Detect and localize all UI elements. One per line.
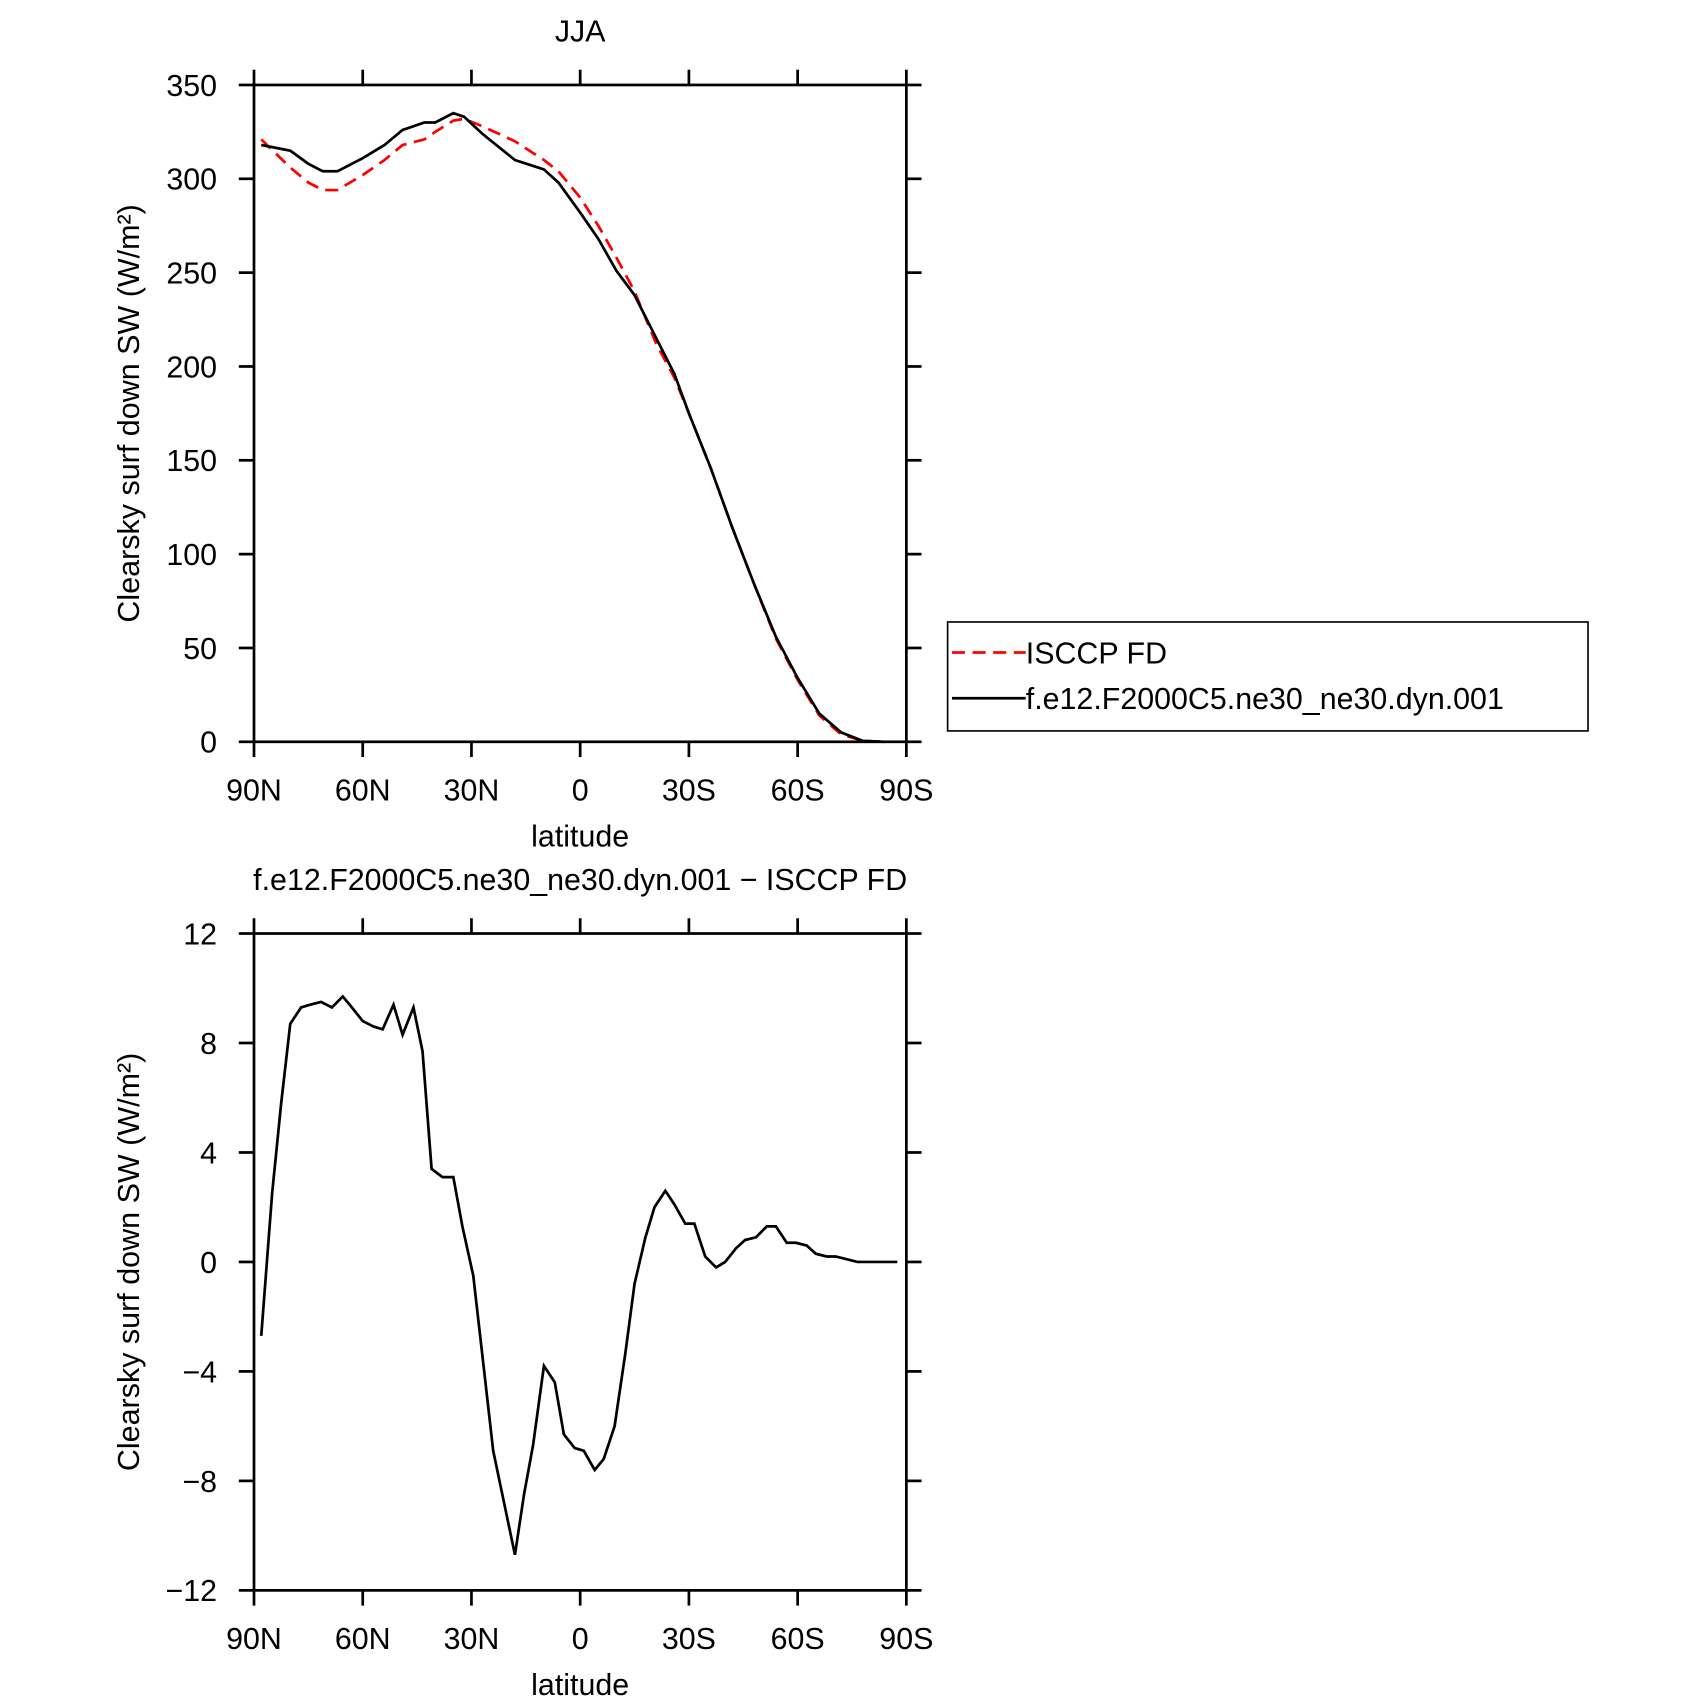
x-tick-label: 90S xyxy=(879,1622,933,1656)
x-tick-label: 0 xyxy=(572,1622,589,1656)
x-tick-label: 60N xyxy=(335,774,391,808)
x-tick-label: 90N xyxy=(226,774,282,808)
y-tick-label: 300 xyxy=(166,163,217,197)
legend-label: f.e12.F2000C5.ne30_ne30.dyn.001 xyxy=(1026,682,1504,716)
x-tick-label: 90S xyxy=(879,774,933,808)
chart-title: JJA xyxy=(555,14,606,48)
plot-frame xyxy=(252,932,908,1592)
y-tick-label: 4 xyxy=(200,1136,217,1170)
x-tick-label: 60S xyxy=(771,774,825,808)
x-tick-label: 60N xyxy=(335,1622,391,1656)
y-tick-label: 350 xyxy=(166,69,217,103)
x-tick-label: 60S xyxy=(771,1622,825,1656)
legend-label: ISCCP FD xyxy=(1026,636,1167,670)
x-axis-label: latitude xyxy=(531,819,629,853)
y-tick-label: 0 xyxy=(200,726,217,760)
chart-title: f.e12.F2000C5.ne30_ne30.dyn.001 − ISCCP … xyxy=(253,863,907,897)
y-axis-label: Clearsky surf down SW (W/m²) xyxy=(112,1053,146,1471)
y-tick-label: 150 xyxy=(166,444,217,478)
plot-frame xyxy=(252,83,908,744)
data-line xyxy=(260,111,885,744)
x-tick-label: 0 xyxy=(572,774,589,808)
y-tick-label: 100 xyxy=(166,538,217,572)
x-tick-label: 30S xyxy=(662,1622,716,1656)
y-tick-label: 8 xyxy=(200,1027,217,1061)
y-tick-label: −4 xyxy=(182,1355,217,1389)
y-tick-label: 0 xyxy=(200,1246,217,1280)
y-axis-label: Clearsky surf down SW (W/m²) xyxy=(112,204,146,622)
legend-box xyxy=(946,621,1589,732)
x-tick-label: 30S xyxy=(662,774,716,808)
data-line xyxy=(259,994,898,1556)
x-axis-label: latitude xyxy=(531,1668,629,1702)
y-tick-label: −8 xyxy=(182,1465,217,1499)
y-tick-label: 12 xyxy=(183,917,217,951)
x-tick-label: 30N xyxy=(444,774,500,808)
y-tick-label: 250 xyxy=(166,256,217,290)
x-tick-label: 30N xyxy=(444,1622,500,1656)
x-tick-label: 90N xyxy=(226,1622,282,1656)
data-line xyxy=(260,117,885,744)
y-tick-label: 200 xyxy=(166,350,217,384)
y-tick-label: 50 xyxy=(183,632,217,666)
y-tick-label: −12 xyxy=(166,1574,218,1608)
